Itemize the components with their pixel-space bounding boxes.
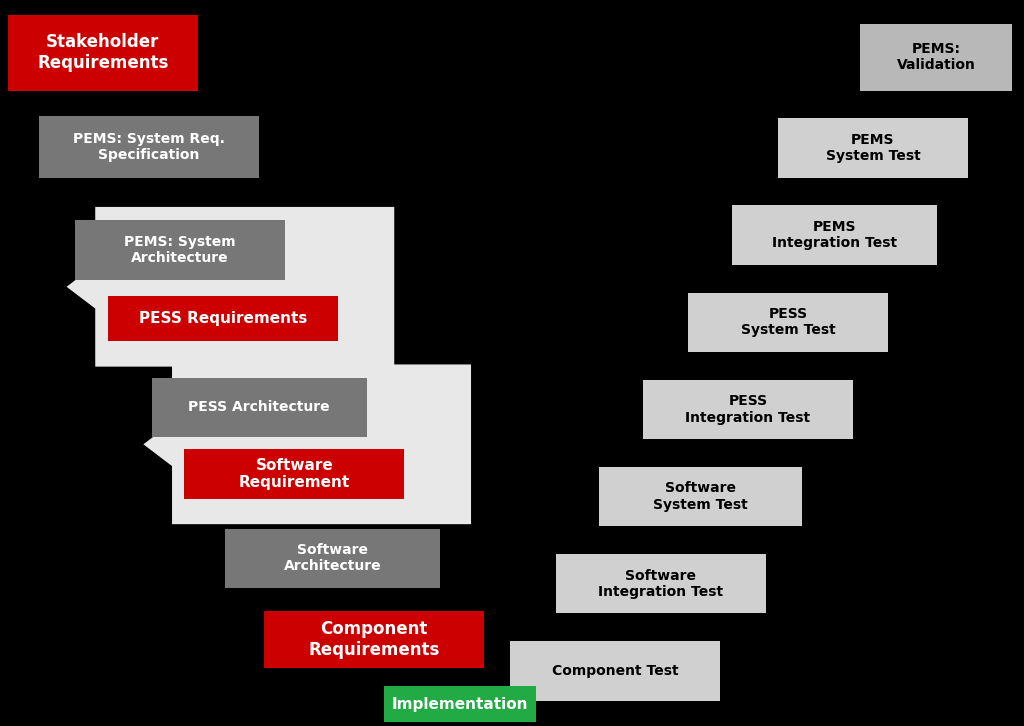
Text: Software
Integration Test: Software Integration Test	[598, 568, 724, 599]
Text: PESS Requirements: PESS Requirements	[138, 311, 307, 326]
Text: Software
System Test: Software System Test	[653, 481, 748, 512]
FancyBboxPatch shape	[860, 24, 1012, 91]
Text: Component Test: Component Test	[552, 664, 678, 678]
FancyBboxPatch shape	[778, 118, 968, 178]
FancyBboxPatch shape	[8, 15, 198, 91]
FancyBboxPatch shape	[732, 205, 937, 265]
Text: Component
Requirements: Component Requirements	[308, 620, 440, 659]
FancyBboxPatch shape	[108, 296, 338, 341]
FancyBboxPatch shape	[152, 378, 367, 437]
FancyBboxPatch shape	[264, 611, 484, 668]
FancyBboxPatch shape	[510, 641, 720, 701]
Text: PEMS
System Test: PEMS System Test	[825, 133, 921, 163]
Text: Stakeholder
Requirements: Stakeholder Requirements	[37, 33, 169, 72]
FancyBboxPatch shape	[643, 380, 853, 439]
Polygon shape	[143, 364, 471, 524]
Text: PEMS:
Validation: PEMS: Validation	[896, 42, 976, 73]
FancyBboxPatch shape	[599, 467, 802, 526]
Text: PEMS
Integration Test: PEMS Integration Test	[772, 220, 897, 250]
Text: Software
Architecture: Software Architecture	[284, 543, 382, 574]
Polygon shape	[67, 207, 394, 367]
Text: Implementation: Implementation	[391, 697, 528, 711]
Text: PESS
Integration Test: PESS Integration Test	[685, 394, 811, 425]
FancyBboxPatch shape	[39, 116, 259, 178]
FancyBboxPatch shape	[556, 554, 766, 613]
FancyBboxPatch shape	[75, 220, 285, 280]
FancyBboxPatch shape	[384, 686, 536, 722]
Text: PEMS: System Req.
Specification: PEMS: System Req. Specification	[73, 132, 225, 162]
FancyBboxPatch shape	[688, 293, 888, 352]
Text: PESS Architecture: PESS Architecture	[188, 400, 330, 415]
Text: PESS
System Test: PESS System Test	[740, 307, 836, 338]
Text: Software
Requirement: Software Requirement	[239, 458, 350, 490]
FancyBboxPatch shape	[184, 449, 404, 499]
Text: PEMS: System
Architecture: PEMS: System Architecture	[124, 234, 236, 265]
FancyBboxPatch shape	[225, 529, 440, 588]
